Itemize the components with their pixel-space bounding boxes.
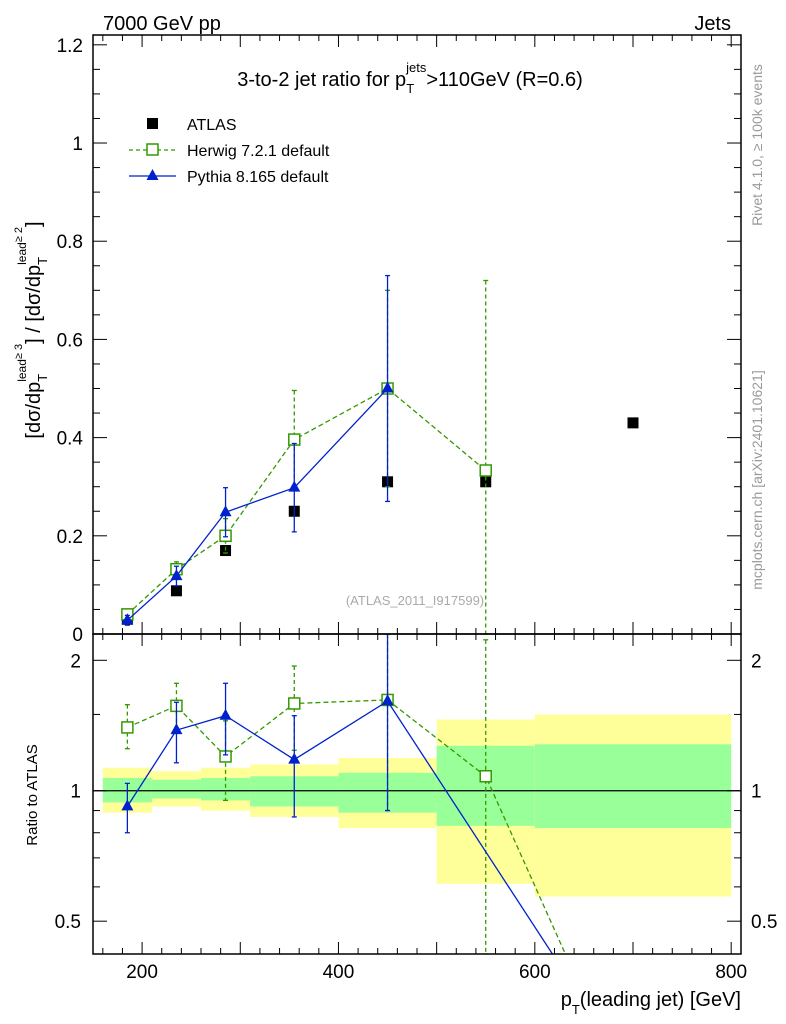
chart-title-sup: jets [405,60,427,75]
legend-pythia-marker [146,169,159,180]
y-tick-label-ratio: 0.5 [55,912,81,933]
x-tick-label: 400 [323,962,355,983]
pythia-line [126,388,389,621]
xlabel-b: (leading jet) [GeV] [580,989,741,1011]
legend-atlas-label: ATLAS [187,117,237,134]
ylabel-sup-4: ≥ 2 [13,227,25,242]
pythia-point [170,569,183,581]
y-tick-label-main: 0.4 [57,429,84,450]
herwig-point [288,697,301,710]
analysis-watermark: (ATLAS_2011_I917599) [346,593,484,608]
pythia-point [121,613,134,625]
ylabel-a: [dσ/dp [23,382,45,439]
y-tick-label-ratio-right: 2 [751,651,762,672]
herwig-point [121,721,134,734]
pythia-point [288,480,301,492]
x-tick-label: 800 [715,962,747,983]
y-tick-label-ratio: 2 [70,651,81,672]
pythia-point [288,752,301,764]
herwig-point [479,770,492,783]
y-tick-label-main: 0.6 [57,330,83,351]
atlas-point [627,417,639,429]
legend-herwig-marker [146,143,159,156]
band-inner [534,744,732,829]
chart-title-b: >110GeV (R=0.6) [426,69,582,91]
header-left: 7000 GeV pp [103,13,221,35]
y-tick-label-main: 1.2 [57,36,83,57]
pythia-point [170,723,183,735]
chart-title-a: 3-to-2 jet ratio for p [237,69,406,91]
herwig-point [479,464,492,477]
atlas-point [170,585,182,597]
legend: ATLAS Herwig 7.2.1 default Pythia 8.165 … [129,117,330,186]
y-tick-label-main: 1 [72,134,83,155]
chart-title: 3-to-2 jet ratio for pTjets>110GeV (R=0.… [237,60,583,96]
pythia-point [219,505,232,517]
main-series-layer [121,274,639,635]
ylabel-sup-3: lead [15,242,29,265]
x-tick-label: 200 [126,962,158,983]
legend-atlas-marker [147,118,158,129]
pythia-line [126,700,554,954]
y-tick-label-ratio: 1 [70,782,81,803]
legend-pythia-label: Pythia 8.165 default [187,169,329,186]
x-tick-label: 600 [519,962,551,983]
ylabel-c: ] [23,221,45,227]
ylabel-sub-1: T [35,374,50,382]
band-inner [201,778,251,801]
ylabel-sub-2: T [35,257,50,265]
xlabel-a: p [561,989,572,1011]
y-tick-label-main: 0.8 [57,232,83,253]
mcplots-label: mcplots.cern.ch [arXiv:2401.10621] [749,370,765,589]
ratio-uncertainty-bands [93,714,741,897]
y-tick-label-main: 0.2 [57,527,83,548]
axes-ticks: 200 400 600 800 0 0.2 0.4 0.6 0.8 1 1.2 0.5 0.5 1 1 2 2 [55,35,777,983]
header-right: Jets [694,13,731,35]
y-tick-label-ratio-right: 1 [751,782,762,803]
ratio-series-layer [121,634,567,954]
band-inner [436,745,535,826]
x-axis-label: pT(leading jet) [GeV] [561,989,741,1017]
ratio-panel-frame [92,633,742,955]
rivet-version-label: Rivet 4.1.0, ≥ 100k events [749,64,765,226]
legend-herwig-label: Herwig 7.2.1 default [187,143,330,160]
pythia-point [381,694,394,706]
ylabel-sup-1: lead [15,359,29,382]
y-tick-label-ratio-right: 0.5 [751,912,777,933]
pythia-point [219,708,232,720]
band-inner [151,779,201,799]
chart-title-sub: T [406,81,414,96]
pythia-point [121,799,134,811]
ratio-y-axis-label: Ratio to ATLAS [24,744,41,845]
pythia-point [381,381,394,393]
herwig-line [126,387,487,615]
main-y-axis-label: [dσ/dpTlead≥ 3] / [dσ/dpTlead≥ 2] [13,221,50,438]
ylabel-sup-2: ≥ 3 [13,344,25,359]
y-tick-label-main: 0 [72,625,83,646]
xlabel-sub: T [572,1002,580,1017]
ylabel-b: ] / [dσ/dp [23,265,45,344]
atlas-point [480,476,492,488]
